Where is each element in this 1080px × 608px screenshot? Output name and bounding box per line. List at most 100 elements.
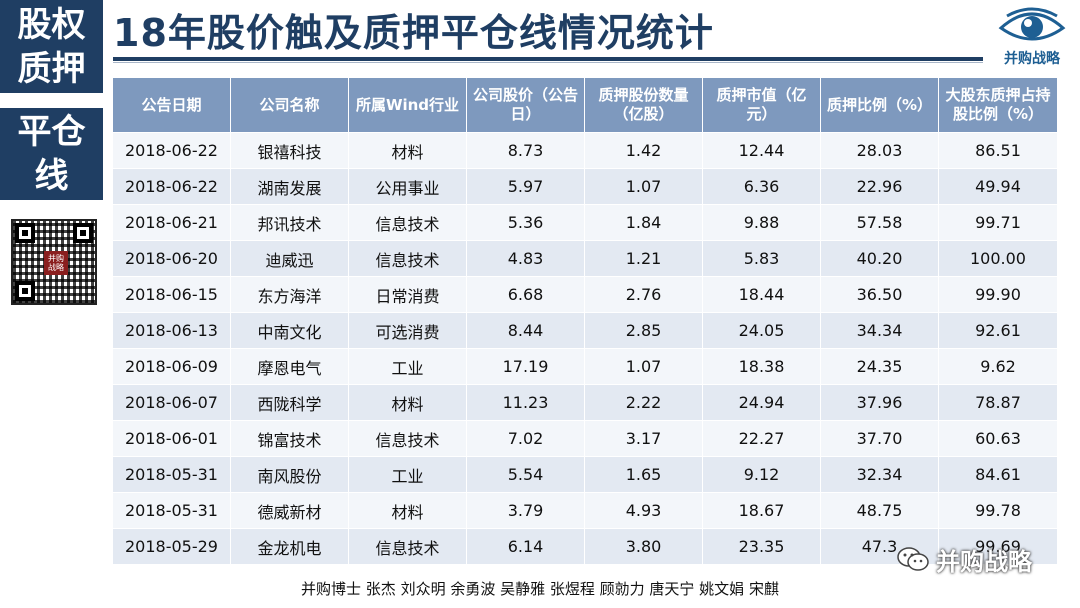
table-cell: 工业 (348, 348, 467, 385)
table-cell: 6.68 (466, 276, 585, 313)
column-header: 公司名称 (230, 77, 349, 133)
table-row: 2018-06-01 锦富技术 信息技术 7.02 3.17 22.27 37.70 60.6… (112, 420, 1058, 457)
table-cell: 24.35 (820, 348, 939, 385)
table-row: 2018-06-21 邦讯技术 信息技术 5.36 1.84 9.88 57.58 99.71 (112, 204, 1058, 241)
table-cell: 1.21 (584, 240, 703, 277)
table-row: 2018-06-09 摩恩电气 工业 17.19 1.07 18.38 24.35 9.62 (112, 348, 1058, 385)
table-cell: 22.96 (820, 168, 939, 205)
table-cell: 40.20 (820, 240, 939, 277)
table-row: 2018-05-31 南风股份 工业 5.54 1.65 9.12 32.34 84.61 (112, 456, 1058, 493)
table-row: 2018-05-29 金龙机电 信息技术 6.14 3.80 23.35 47.3 99.69 (112, 528, 1058, 565)
table-cell: 2.85 (584, 312, 703, 349)
table-cell: 36.50 (820, 276, 939, 313)
qr-logo: 并购 战略 (44, 251, 68, 275)
table-cell: 34.34 (820, 312, 939, 349)
table-cell: 2018-05-31 (112, 456, 231, 493)
table-cell: 57.58 (820, 204, 939, 241)
table-cell: 3.79 (466, 492, 585, 529)
table-cell: 84.61 (938, 456, 1058, 493)
table-header-row: 公告日期 公司名称 所属Wind行业 公司股价（公告日） 质押股份数量（亿股） 质押市值（… (112, 77, 1058, 133)
table-cell: 12.44 (702, 132, 821, 169)
authors-line: 并购博士 张杰 刘众明 余勇波 吴静雅 张煜程 顾勍力 唐天宁 姚文娟 宋麒 (301, 580, 779, 598)
table-cell: 37.96 (820, 384, 939, 421)
table-cell: 1.65 (584, 456, 703, 493)
table-cell: 99.69 (938, 528, 1058, 565)
table-cell: 2018-06-07 (112, 384, 231, 421)
table-cell: 2018-05-29 (112, 528, 231, 565)
column-header: 大股东质押占持股比例（%） (938, 77, 1058, 133)
table-cell: 1.42 (584, 132, 703, 169)
table-cell: 28.03 (820, 132, 939, 169)
table-cell: 材料 (348, 492, 467, 529)
column-header: 公司股价（公告日） (466, 77, 585, 133)
side-label-liquidation-line: 平仓 线 (0, 108, 103, 200)
table-cell: 迪威迅 (230, 240, 349, 277)
table-cell: 东方海洋 (230, 276, 349, 313)
table-cell: 8.44 (466, 312, 585, 349)
side-label-line: 平仓 (17, 112, 86, 152)
table-cell: 2018-06-20 (112, 240, 231, 277)
table-cell: 2018-06-09 (112, 348, 231, 385)
table-cell: 信息技术 (348, 420, 467, 457)
table-cell: 49.94 (938, 168, 1058, 205)
table-cell: 1.07 (584, 348, 703, 385)
table-cell: 5.54 (466, 456, 585, 493)
table-cell: 17.19 (466, 348, 585, 385)
table-cell: 公用事业 (348, 168, 467, 205)
side-label-equity-pledge: 股权 质押 (0, 0, 103, 93)
table-cell: 2018-05-31 (112, 492, 231, 529)
table-row: 2018-05-31 德威新材 材料 3.79 4.93 18.67 48.75 99.78 (112, 492, 1058, 529)
table-row: 2018-06-22 湖南发展 公用事业 5.97 1.07 6.36 22.96 49.94 (112, 168, 1058, 205)
title-divider (113, 57, 983, 61)
table-cell: 2018-06-01 (112, 420, 231, 457)
table-row: 2018-06-13 中南文化 可选消费 8.44 2.85 24.05 34.34 92.6… (112, 312, 1058, 349)
table-cell: 86.51 (938, 132, 1058, 169)
table-cell: 材料 (348, 384, 467, 421)
table-cell: 99.90 (938, 276, 1058, 313)
table-cell: 99.78 (938, 492, 1058, 529)
side-label-line: 线 (34, 156, 69, 196)
table-cell: 3.80 (584, 528, 703, 565)
table-cell: 德威新材 (230, 492, 349, 529)
table-cell: 22.27 (702, 420, 821, 457)
table-cell: 18.44 (702, 276, 821, 313)
column-header: 质押市值（亿元） (702, 77, 821, 133)
table-cell: 2.22 (584, 384, 703, 421)
table-cell: 78.87 (938, 384, 1058, 421)
side-label-line: 股权 (17, 4, 86, 45)
table-cell: 中南文化 (230, 312, 349, 349)
table-row: 2018-06-20 迪威迅 信息技术 4.83 1.21 5.83 40.20 100.00 (112, 240, 1058, 277)
table-cell: 锦富技术 (230, 420, 349, 457)
watermark-text: 并购战略 (936, 547, 1032, 576)
table-cell: 3.17 (584, 420, 703, 457)
table-row: 2018-06-15 东方海洋 日常消费 6.68 2.76 18.44 36.50 99.9… (112, 276, 1058, 313)
table-cell: 1.84 (584, 204, 703, 241)
column-header: 质押比例（%） (820, 77, 939, 133)
table-cell: 18.38 (702, 348, 821, 385)
table-cell: 9.88 (702, 204, 821, 241)
table-row: 2018-06-07 西陇科学 材料 11.23 2.22 24.94 37.96 78.87 (112, 384, 1058, 421)
table-cell: 92.61 (938, 312, 1058, 349)
table-cell: 5.36 (466, 204, 585, 241)
table-cell: 2018-06-15 (112, 276, 231, 313)
table-body: 2018-06-22 银禧科技 材料 8.73 1.42 12.44 28.03 86.51 2… (112, 132, 1058, 565)
table-cell: 工业 (348, 456, 467, 493)
table-cell: 9.12 (702, 456, 821, 493)
table-cell: 2018-06-22 (112, 132, 231, 169)
table-cell: 信息技术 (348, 204, 467, 241)
table-cell: 24.94 (702, 384, 821, 421)
table-cell: 金龙机电 (230, 528, 349, 565)
table-cell: 信息技术 (348, 528, 467, 565)
table-cell: 可选消费 (348, 312, 467, 349)
column-header: 公告日期 (112, 77, 231, 133)
table-cell: 32.34 (820, 456, 939, 493)
table-cell: 2018-06-21 (112, 204, 231, 241)
table-cell: 60.63 (938, 420, 1058, 457)
page-title: 18年股价触及质押平仓线情况统计 (113, 11, 714, 55)
table-cell: 6.36 (702, 168, 821, 205)
qr-code: 并购 战略 (11, 219, 97, 305)
table-cell: 银禧科技 (230, 132, 349, 169)
table-cell: 6.14 (466, 528, 585, 565)
column-header: 所属Wind行业 (348, 77, 467, 133)
table-cell: 材料 (348, 132, 467, 169)
